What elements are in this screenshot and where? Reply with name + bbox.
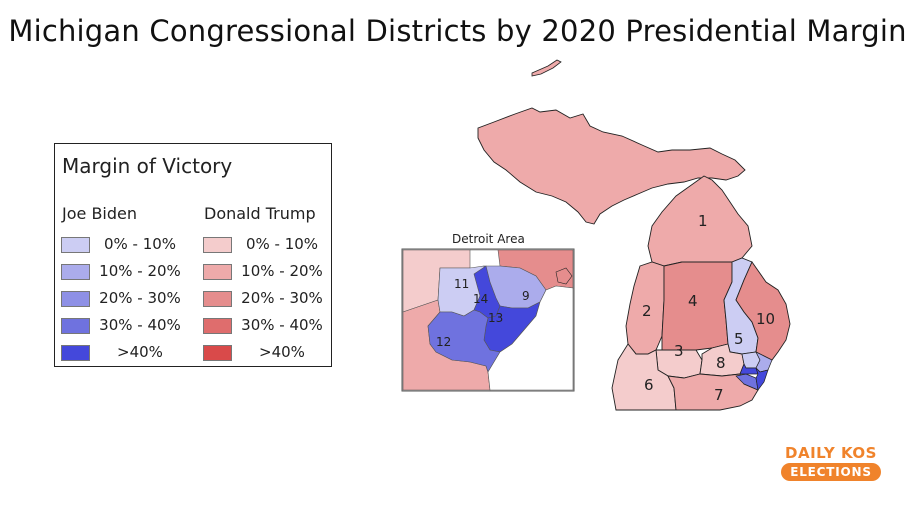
inset-water [487,285,574,391]
legend-range-label: 10% - 20% [241,262,323,280]
inset-label-11: 11 [454,277,469,291]
legend-range-label: 30% - 40% [99,316,181,334]
legend-range-label: 10% - 20% [99,262,181,280]
legend-range-label: 30% - 40% [241,316,323,334]
legend-swatch [61,237,90,253]
legend-swatch [203,237,232,253]
district-7 [667,373,759,411]
district-1-upper-peninsula [477,107,746,225]
inset-shoreline [555,267,573,285]
district-label-1: 1 [698,212,708,230]
legend-swatch [203,291,232,307]
legend-swatch [61,345,90,361]
legend-range-label: 20% - 30% [99,289,181,307]
legend-range-label: >40% [259,343,305,361]
legend-swatch [203,318,232,334]
logo-line-2: ELECTIONS [781,463,881,481]
district-label-2: 2 [642,302,652,320]
legend-trump-header: Donald Trump [204,204,316,223]
district-label-6: 6 [644,376,654,394]
inset-label-12: 12 [436,335,451,349]
inset-label-9: 9 [522,289,530,303]
inset-label-13: 13 [488,311,503,325]
inset-district-12 [427,309,501,373]
detroit-inset [402,249,574,391]
district-label-4: 4 [688,292,698,310]
legend-swatch [203,345,232,361]
district-label-10: 10 [756,310,775,328]
district-label-8: 8 [716,354,726,372]
legend-biden-header: Joe Biden [62,204,137,223]
district-label-5: 5 [734,330,744,348]
inset-title: Detroit Area [452,232,525,246]
legend-swatch [203,264,232,280]
isle-royale [531,59,562,77]
legend-swatch [61,318,90,334]
legend-swatch [61,264,90,280]
legend: Margin of Victory Joe Biden Donald Trump… [54,143,332,367]
legend-range-label: >40% [117,343,163,361]
district-13-main [755,367,769,391]
legend-swatch [61,291,90,307]
district-label-7: 7 [714,386,724,404]
legend-title: Margin of Victory [62,154,233,178]
legend-range-label: 0% - 10% [103,235,177,253]
logo-line-1: DAILY KOS [785,444,877,462]
page-title: Michigan Congressional Districts by 2020… [8,14,907,48]
legend-range-label: 0% - 10% [245,235,319,253]
legend-range-label: 20% - 30% [241,289,323,307]
daily-kos-elections-logo: DAILY KOS ELECTIONS [779,444,883,482]
inset-label-14: 14 [473,292,488,306]
district-label-3: 3 [674,342,684,360]
